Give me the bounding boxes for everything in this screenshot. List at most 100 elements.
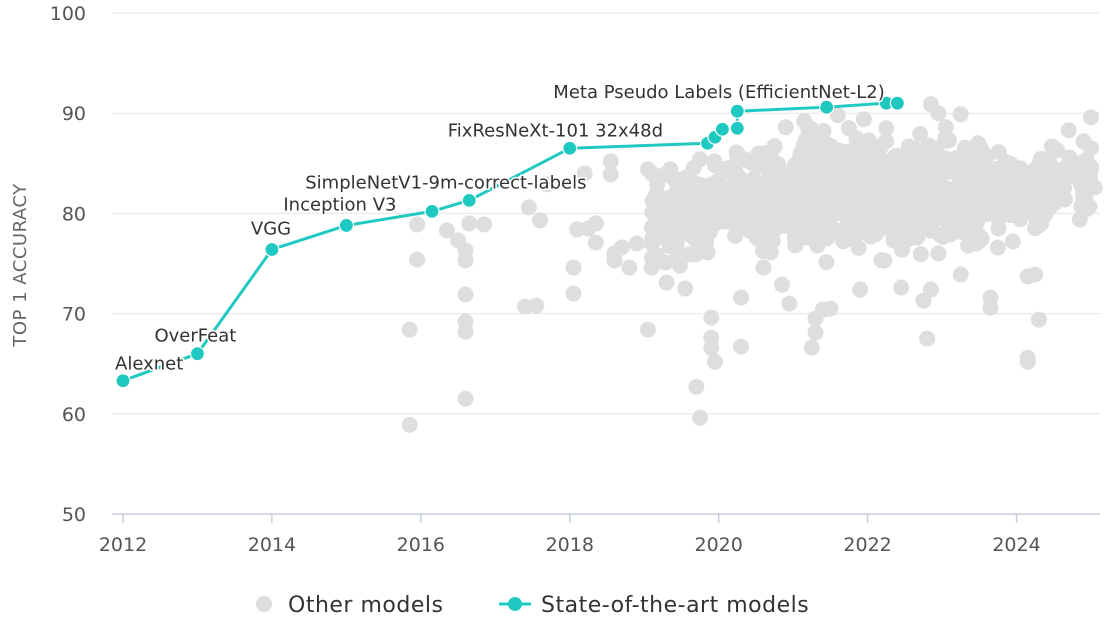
sota-model-point[interactable] bbox=[562, 140, 578, 156]
other-model-point[interactable] bbox=[794, 181, 811, 198]
other-model-point[interactable] bbox=[852, 281, 869, 298]
other-model-point[interactable] bbox=[602, 166, 619, 183]
other-model-point[interactable] bbox=[733, 338, 750, 355]
other-model-point[interactable] bbox=[401, 416, 418, 433]
other-model-point[interactable] bbox=[829, 107, 846, 124]
other-model-point[interactable] bbox=[528, 297, 545, 314]
other-model-point[interactable] bbox=[854, 205, 871, 222]
other-model-point[interactable] bbox=[1019, 353, 1036, 370]
other-model-point[interactable] bbox=[680, 246, 697, 263]
other-model-point[interactable] bbox=[1042, 199, 1059, 216]
other-model-point[interactable] bbox=[922, 96, 939, 113]
other-model-point[interactable] bbox=[688, 378, 705, 395]
other-model-point[interactable] bbox=[438, 222, 455, 239]
other-model-point[interactable] bbox=[815, 222, 832, 239]
other-model-point[interactable] bbox=[856, 179, 873, 196]
other-model-point[interactable] bbox=[916, 168, 933, 185]
other-model-point[interactable] bbox=[755, 259, 772, 276]
other-model-point[interactable] bbox=[777, 119, 794, 136]
other-model-point[interactable] bbox=[658, 274, 675, 291]
other-model-point[interactable] bbox=[457, 390, 474, 407]
other-model-point[interactable] bbox=[1043, 138, 1060, 155]
other-model-point[interactable] bbox=[809, 237, 826, 254]
other-model-point[interactable] bbox=[818, 254, 835, 271]
other-model-point[interactable] bbox=[876, 252, 893, 269]
other-model-point[interactable] bbox=[662, 161, 679, 178]
other-model-point[interactable] bbox=[715, 182, 732, 199]
other-model-point[interactable] bbox=[565, 259, 582, 276]
other-model-point[interactable] bbox=[762, 244, 779, 261]
other-model-point[interactable] bbox=[807, 324, 824, 341]
other-model-point[interactable] bbox=[1064, 167, 1081, 184]
other-model-point[interactable] bbox=[628, 235, 645, 252]
other-model-point[interactable] bbox=[565, 285, 582, 302]
other-model-point[interactable] bbox=[692, 151, 709, 168]
other-model-point[interactable] bbox=[945, 156, 962, 173]
other-model-point[interactable] bbox=[457, 323, 474, 340]
other-model-point[interactable] bbox=[978, 149, 995, 166]
other-model-point[interactable] bbox=[409, 216, 426, 233]
other-model-point[interactable] bbox=[925, 203, 942, 220]
other-model-point[interactable] bbox=[613, 239, 630, 256]
other-model-point[interactable] bbox=[1030, 217, 1047, 234]
other-model-point[interactable] bbox=[844, 216, 861, 233]
other-model-point[interactable] bbox=[646, 231, 663, 248]
other-model-point[interactable] bbox=[409, 251, 426, 268]
sota-model-point[interactable] bbox=[889, 95, 906, 111]
other-model-point[interactable] bbox=[1030, 311, 1047, 328]
sota-model-point[interactable] bbox=[264, 241, 280, 258]
other-model-point[interactable] bbox=[989, 239, 1006, 256]
other-model-point[interactable] bbox=[1004, 233, 1021, 250]
other-model-point[interactable] bbox=[1083, 109, 1099, 126]
other-model-point[interactable] bbox=[942, 226, 959, 243]
other-model-point[interactable] bbox=[576, 165, 593, 182]
other-model-point[interactable] bbox=[1012, 160, 1029, 177]
other-model-point[interactable] bbox=[539, 176, 556, 193]
other-model-point[interactable] bbox=[952, 266, 969, 283]
other-model-point[interactable] bbox=[1053, 183, 1070, 200]
other-model-point[interactable] bbox=[733, 289, 750, 306]
other-model-point[interactable] bbox=[753, 193, 770, 210]
other-model-point[interactable] bbox=[476, 216, 493, 233]
other-model-point[interactable] bbox=[848, 130, 865, 147]
other-model-point[interactable] bbox=[703, 309, 720, 326]
sota-model-point[interactable] bbox=[729, 120, 745, 136]
other-model-point[interactable] bbox=[975, 171, 992, 188]
other-model-point[interactable] bbox=[798, 193, 815, 210]
other-model-point[interactable] bbox=[928, 176, 945, 193]
other-model-point[interactable] bbox=[1034, 180, 1051, 197]
other-model-point[interactable] bbox=[639, 321, 656, 338]
other-model-point[interactable] bbox=[699, 244, 716, 261]
other-model-point[interactable] bbox=[885, 210, 902, 227]
sota-model-point[interactable] bbox=[714, 121, 731, 137]
sota-model-point[interactable] bbox=[189, 346, 206, 362]
other-model-point[interactable] bbox=[684, 222, 701, 239]
other-model-point[interactable] bbox=[792, 145, 809, 162]
other-model-point[interactable] bbox=[930, 245, 947, 262]
other-model-point[interactable] bbox=[766, 138, 783, 155]
other-model-point[interactable] bbox=[789, 219, 806, 236]
sota-model-point[interactable] bbox=[338, 217, 354, 234]
other-model-point[interactable] bbox=[852, 157, 869, 174]
other-model-point[interactable] bbox=[970, 201, 987, 218]
other-model-point[interactable] bbox=[835, 194, 852, 211]
other-model-point[interactable] bbox=[725, 199, 742, 216]
other-model-point[interactable] bbox=[850, 239, 867, 256]
other-model-point[interactable] bbox=[898, 232, 915, 249]
other-model-point[interactable] bbox=[878, 120, 895, 137]
other-model-point[interactable] bbox=[751, 155, 768, 172]
other-model-point[interactable] bbox=[1086, 179, 1103, 196]
other-model-point[interactable] bbox=[677, 280, 694, 297]
other-model-point[interactable] bbox=[520, 199, 537, 216]
other-model-point[interactable] bbox=[690, 176, 707, 193]
other-model-point[interactable] bbox=[924, 153, 941, 170]
other-model-point[interactable] bbox=[893, 279, 910, 296]
other-model-point[interactable] bbox=[877, 175, 894, 192]
other-model-point[interactable] bbox=[873, 137, 890, 154]
other-model-point[interactable] bbox=[803, 339, 820, 356]
legend-item-other-models[interactable]: Other models bbox=[256, 593, 443, 618]
other-model-point[interactable] bbox=[838, 156, 855, 173]
other-model-point[interactable] bbox=[1004, 193, 1021, 210]
other-model-point[interactable] bbox=[1083, 159, 1099, 176]
sota-model-point[interactable] bbox=[115, 373, 131, 389]
